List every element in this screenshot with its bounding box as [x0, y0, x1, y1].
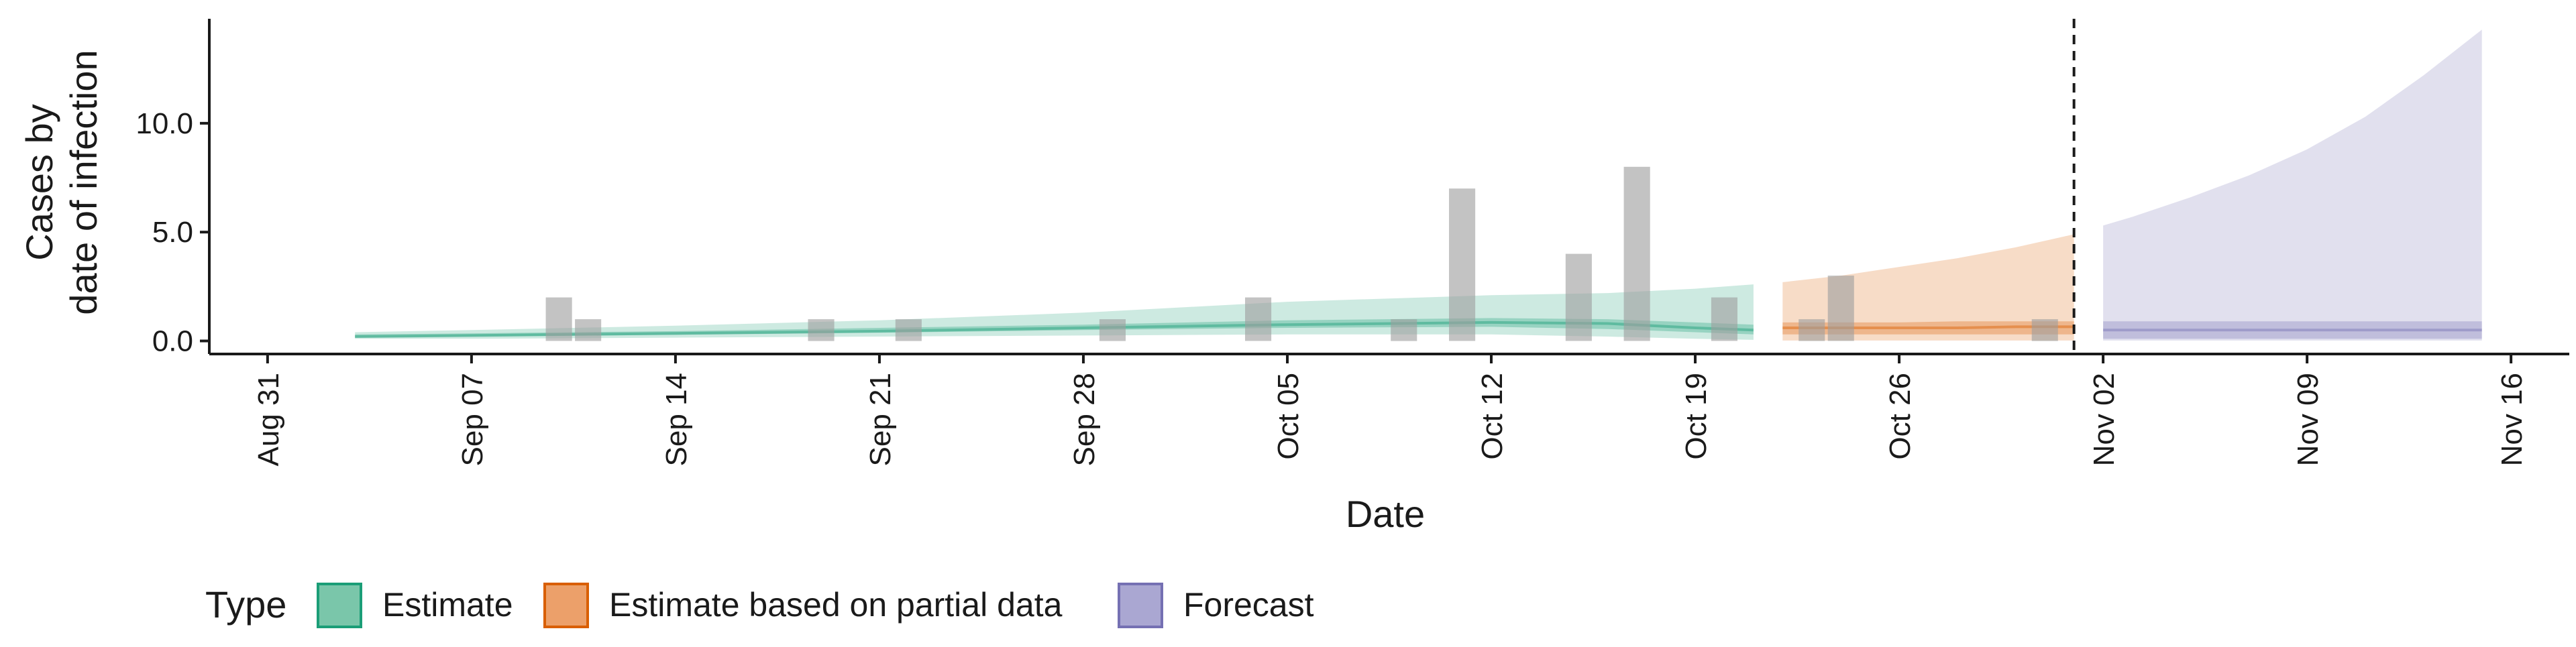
x-tick-label: Nov 16 [2496, 373, 2528, 466]
estimate-median-line [355, 320, 1754, 338]
reported-cases-bar [1099, 319, 1126, 341]
x-tick-label: Oct 19 [1680, 373, 1713, 460]
reported-cases-bar [1391, 319, 1417, 341]
x-tick-label: Oct 05 [1272, 373, 1305, 460]
x-tick-label: Sep 28 [1068, 373, 1101, 466]
reported-cases-bar [895, 319, 922, 341]
y-tick-label: 0.0 [152, 325, 193, 358]
estimate-based-on-partial-data-ribbon-90 [1782, 234, 2074, 341]
reported-cases-bar [1565, 253, 1592, 341]
y-axis-label-line-2: date of infection [62, 50, 105, 314]
x-tick-label: Oct 12 [1476, 373, 1509, 460]
forecast-ribbon-90 [2103, 30, 2482, 341]
forecast-ribbon-50 [2103, 321, 2482, 339]
legend-label-partial: Estimate based on partial data [609, 586, 1063, 624]
legend-swatch-partial [543, 583, 589, 628]
x-tick-label: Nov 02 [2088, 373, 2121, 466]
ribbon-layer [355, 30, 2482, 341]
reported-cases-bar [1245, 297, 1272, 341]
reported-cases-bar [1623, 166, 1650, 341]
legend-label-forecast: Forecast [1183, 586, 1314, 624]
y-tick-label: 5.0 [152, 216, 193, 249]
estimate-based-on-partial-data-median-line [1782, 325, 2074, 329]
legend-title: Type [205, 583, 286, 626]
reported-cases-bar [1799, 319, 1825, 341]
x-tick-label: Sep 07 [456, 373, 489, 466]
estimate-based-on-partial-data-ribbon-50 [1782, 321, 2074, 335]
legend-swatch-estimate [317, 583, 362, 628]
reported-cases-bar [1827, 276, 1854, 341]
x-tick-label: Oct 26 [1884, 373, 1917, 460]
reported-cases-bar [1711, 297, 1737, 341]
reported-cases-bar [808, 319, 835, 341]
x-tick-label: Sep 21 [864, 373, 897, 466]
y-axis-label-line-1: Cases by [18, 104, 60, 260]
x-tick-label: Aug 31 [252, 373, 285, 466]
axes-layer: 0.0 5.0 10.0 Aug 31 Sep 07 Sep 14 Sep 21 Sep 28… [136, 19, 2569, 466]
reported-cases-bar [1449, 188, 1476, 341]
reported-cases-bar [575, 319, 602, 341]
reported-cases-bar [545, 297, 572, 341]
legend-label-estimate: Estimate [382, 586, 513, 624]
x-tick-label: Nov 09 [2292, 373, 2324, 466]
legend: Type Estimate Estimate based on partial da… [205, 583, 1314, 628]
legend-swatch-forecast [1118, 583, 1163, 628]
y-tick-label: 10.0 [136, 107, 193, 140]
reported-cases-bar [2031, 319, 2058, 341]
x-axis-label: Date [1346, 493, 1425, 535]
x-tick-label: Sep 14 [660, 373, 693, 466]
reported-cases-layer [545, 166, 2058, 341]
